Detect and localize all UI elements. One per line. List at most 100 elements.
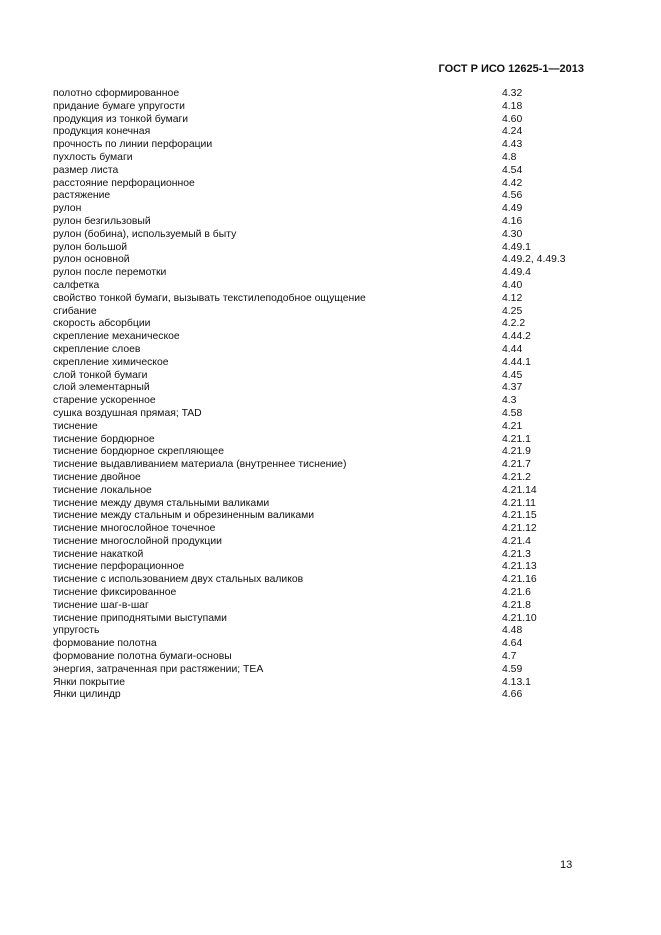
entry-term: размер листа [53, 164, 119, 176]
index-entry: тиснение локальное 4.21.14 [53, 485, 613, 498]
entry-term: скорость абсорбции [53, 318, 151, 330]
index-entry: энергия, затраченная при растяжении; TEA… [53, 664, 613, 677]
entry-reference: 4.44 [502, 343, 523, 355]
entry-reference: 4.16 [502, 215, 523, 227]
entry-reference: 4.43 [502, 139, 523, 151]
index-entry: тиснение многослойной продукции 4.21.4 [53, 536, 613, 549]
entry-term: тиснение выдавливанием материала (внутре… [53, 459, 347, 471]
entry-reference: 4.21.1 [502, 433, 531, 445]
index-entry: упругость 4.48 [53, 625, 613, 638]
index-entry: тиснение накаткой 4.21.3 [53, 549, 613, 562]
entry-term: тиснение между стальным и обрезиненным в… [53, 510, 315, 522]
entry-reference: 4.21.15 [502, 510, 537, 522]
index-entry: рулон (бобина), используемый в быту 4.30 [53, 229, 613, 242]
index-entry: свойство тонкой бумаги, вызывать текстил… [53, 293, 613, 306]
entry-reference: 4.56 [502, 190, 523, 202]
index-entry: рулон 4.49 [53, 203, 613, 216]
entry-term: тиснение бордюрное [53, 433, 155, 445]
entry-reference: 4.24 [502, 126, 523, 138]
index-entry: тиснение фиксированное 4.21.6 [53, 587, 613, 600]
entry-term: рулон (бобина), используемый в быту [53, 228, 237, 240]
entry-reference: 4.54 [502, 164, 523, 176]
index-entry: тиснение многослойное точечное 4.21.12 [53, 523, 613, 536]
entry-term: тиснение многослойной продукции [53, 535, 222, 547]
entry-term: тиснение фиксированное [53, 587, 177, 599]
index-entry: рулон безгильзовый 4.16 [53, 216, 613, 229]
entry-reference: 4.66 [502, 689, 523, 701]
index-entry: слой тонкой бумаги 4.45 [53, 370, 613, 383]
index-entry: размер листа 4.54 [53, 165, 613, 178]
entry-term: рулон большой [53, 241, 128, 253]
index-entry: тиснение между двумя стальными валиками 4… [53, 498, 613, 511]
entry-reference: 4.32 [502, 88, 523, 99]
index-entry: сушка воздушная прямая; TAD 4.58 [53, 408, 613, 421]
index-entry: тиснение бордюрное скрепляющее 4.21.9 [53, 446, 613, 459]
entry-term: свойство тонкой бумаги, вызывать текстил… [53, 292, 366, 304]
index-entry: Янки цилиндр 4.66 [53, 689, 613, 702]
index-entry: скрепление механическое 4.44.2 [53, 331, 613, 344]
entry-reference: 4.7 [502, 651, 517, 663]
entry-reference: 4.18 [502, 100, 523, 112]
entry-term: тиснение между двумя стальными валиками [53, 497, 270, 509]
entry-reference: 4.37 [502, 382, 523, 394]
entry-term: продукция из тонкой бумаги [53, 113, 189, 125]
entry-term: салфетка [53, 279, 100, 291]
index-entry: тиснение шаг-в-шаг 4.21.8 [53, 600, 613, 613]
entry-term: пухлость бумаги [53, 151, 133, 163]
index-entry: прочность по линии перфорации 4.43 [53, 139, 613, 152]
index-entry: продукция из тонкой бумаги 4.60 [53, 114, 613, 127]
index-entry: продукция конечная 4.24 [53, 126, 613, 139]
entry-term: полотно сформированное [53, 88, 180, 99]
entry-term: формование полотна [53, 638, 157, 650]
entry-reference: 4.49 [502, 203, 523, 215]
document-header: ГОСТ Р ИСО 12625-1—2013 [438, 63, 584, 75]
entry-term: тиснение шаг-в-шаг [53, 599, 149, 611]
index-entry: тиснение выдавливанием материала (внутре… [53, 459, 613, 472]
entry-term: прочность по линии перфорации [53, 139, 213, 151]
index-entry: рулон основной 4.49.2, 4.49.3 [53, 254, 613, 267]
index-entry: придание бумаге упругости 4.18 [53, 101, 613, 114]
index-entry: тиснение двойное 4.21.2 [53, 472, 613, 485]
entry-reference: 4.40 [502, 279, 523, 291]
index-entry: тиснение бордюрное 4.21.1 [53, 434, 613, 447]
entry-reference: 4.25 [502, 305, 523, 317]
entry-term: сушка воздушная прямая; TAD [53, 407, 202, 419]
index-entry: тиснение с использованием двух стальных … [53, 574, 613, 587]
entry-term: тиснение двойное [53, 471, 141, 483]
entry-reference: 4.45 [502, 369, 523, 381]
entry-reference: 4.3 [502, 395, 517, 407]
entry-reference: 4.60 [502, 113, 523, 125]
entry-term: скрепление слоев [53, 343, 141, 355]
entry-reference: 4.21.12 [502, 523, 537, 535]
entry-term: формование полотна бумаги-основы [53, 651, 232, 663]
entry-term: растяжение [53, 190, 111, 202]
entry-reference: 4.59 [502, 663, 523, 675]
entry-reference: 4.2.2 [502, 318, 526, 330]
index-entry: тиснение между стальным и обрезиненным в… [53, 510, 613, 523]
entry-reference: 4.21.9 [502, 446, 531, 458]
entry-reference: 4.21.10 [502, 612, 537, 624]
entry-term: скрепление химическое [53, 356, 169, 368]
index-entry: сгибание 4.25 [53, 306, 613, 319]
entry-term: придание бумаге упругости [53, 100, 185, 112]
entry-reference: 4.64 [502, 638, 523, 650]
entry-term: сгибание [53, 305, 97, 317]
entry-term: слой тонкой бумаги [53, 369, 148, 381]
entry-term: расстояние перфорационное [53, 177, 195, 189]
entry-term: рулон [53, 203, 82, 215]
entry-term: тиснение локальное [53, 484, 152, 496]
entry-term: тиснение [53, 420, 98, 432]
entry-reference: 4.49.2, 4.49.3 [502, 254, 566, 266]
index-entry: полотно сформированное 4.32 [53, 88, 613, 101]
entry-term: тиснение накаткой [53, 548, 144, 560]
page-number: 13 [560, 859, 573, 871]
entry-reference: 4.44.2 [502, 331, 531, 343]
index-entry: формование полотна бумаги-основы 4.7 [53, 651, 613, 664]
entry-reference: 4.21.13 [502, 561, 537, 573]
index-entry: тиснение приподнятыми выступами 4.21.10 [53, 613, 613, 626]
entry-reference: 4.21.16 [502, 574, 537, 586]
entry-reference: 4.21.4 [502, 535, 531, 547]
entry-reference: 4.8 [502, 151, 517, 163]
entry-reference: 4.21.6 [502, 587, 531, 599]
entry-term: энергия, затраченная при растяжении; TEA [53, 663, 264, 675]
